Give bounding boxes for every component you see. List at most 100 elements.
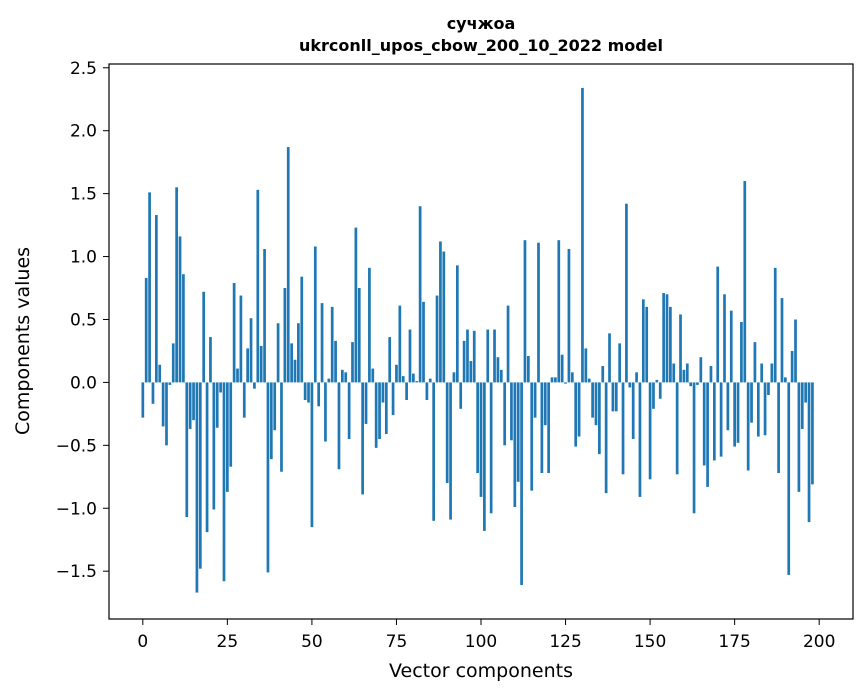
bar-series [141,87,814,593]
bar [581,87,584,383]
bar [547,382,550,474]
bar [706,382,709,487]
bar [398,305,402,383]
bar [286,147,290,383]
bar [280,382,283,472]
bar [510,382,513,441]
bar [293,359,297,383]
bar [337,382,341,470]
bar [219,382,222,393]
bar [462,340,466,383]
y-tick-label: 2.5 [70,59,97,79]
bar [658,382,662,399]
bar [317,382,321,407]
x-tick-label: 175 [718,632,750,652]
bar [770,363,774,383]
bar [148,192,151,383]
bar [719,382,723,457]
bar [192,382,195,421]
bar [743,181,747,383]
bar [161,382,165,427]
bar [669,306,672,383]
bar [472,330,476,383]
bar [709,366,713,383]
bar [324,382,327,442]
bar [787,382,791,575]
bar [780,298,784,383]
chart-title-line2: ukrconll_upos_cbow_200_10_2022 model [299,36,663,55]
bar [811,382,814,485]
bar [283,288,287,383]
bar [351,342,354,383]
x-axis-label: Vector components [389,660,573,682]
bar [530,382,534,491]
bar [469,361,473,383]
bar [790,350,794,383]
x-tick-label: 25 [217,632,239,652]
bar [209,337,212,383]
bar [198,382,202,569]
bar [635,372,638,383]
bar [175,187,178,383]
bar [297,323,300,383]
y-axis-ticks: −1.5 −1.0 −0.5 0.0 0.5 1.0 1.5 2.0 2.5 [56,59,109,582]
bar [182,274,185,383]
bar [641,299,645,383]
bar [442,251,446,383]
bar [702,382,706,466]
bar [554,377,557,383]
bar [310,382,314,528]
bar [432,382,436,521]
x-tick-label: 0 [137,632,148,652]
bar [746,382,750,471]
bar [165,382,168,446]
bar [354,227,358,383]
x-tick-label: 150 [634,632,666,652]
bar [276,323,280,383]
bar [212,382,216,510]
bar [246,348,250,383]
bar [459,382,463,409]
plot-frame [108,63,854,620]
y-tick-label: −1.0 [56,499,97,519]
bar [696,382,699,385]
bar [300,276,304,383]
bar [794,319,797,383]
bar [381,382,385,403]
bar [344,372,348,383]
bar [455,265,459,383]
chart-title-line1: сучжоа [447,14,516,33]
bar [587,378,591,383]
bar [371,368,375,383]
bar [141,382,145,418]
bar [249,318,253,383]
bar [236,368,239,383]
bar [520,382,523,586]
bar [266,382,270,573]
x-tick-label: 50 [301,632,323,652]
bar [185,382,189,518]
bar [733,382,736,447]
bar [797,382,801,492]
bar [202,291,206,383]
bar [614,382,618,412]
bar [756,382,760,437]
bar [591,382,594,418]
bar [158,364,162,383]
bar [736,382,740,443]
bar [479,382,483,497]
bar [750,382,753,423]
bar [506,305,510,383]
bar [408,329,412,383]
bar [503,382,507,446]
bar [439,241,442,383]
bar [601,366,605,383]
bar [178,236,182,383]
bar [374,382,378,448]
bar [449,382,452,520]
bar [405,382,408,401]
bar [533,382,537,418]
y-tick-label: 0.0 [70,373,97,393]
bar [611,382,615,412]
